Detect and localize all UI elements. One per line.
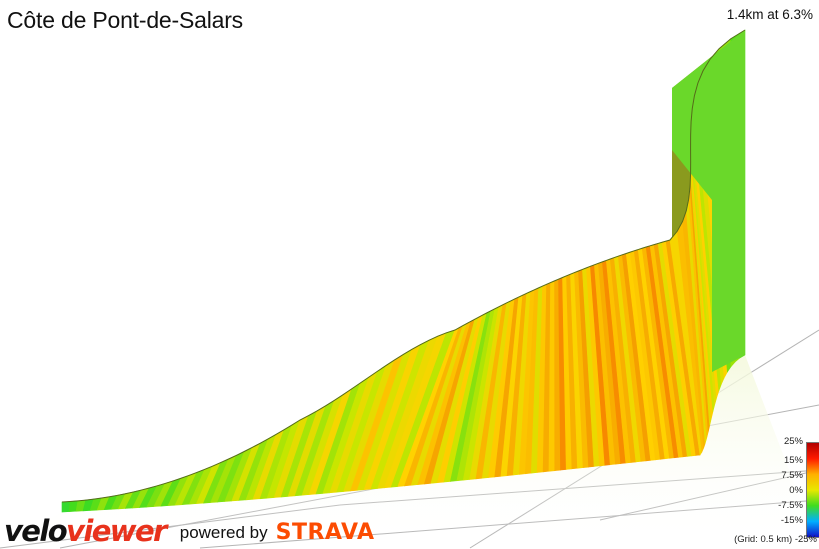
profile-segment <box>61 501 71 513</box>
profile-segment <box>672 30 745 372</box>
ground-shadow <box>0 355 819 548</box>
legend-label: -25% <box>794 534 817 545</box>
grid-spacing-label: (Grid: 0.5 km) <box>734 534 793 545</box>
segment-title: Côte de Pont-de-Salars <box>7 7 243 33</box>
profile-wall <box>61 29 746 513</box>
legend-label: 0% <box>789 485 803 496</box>
legend-label: 25% <box>783 436 803 447</box>
legend-label: 7.5% <box>781 470 803 481</box>
legend-label: -7.5% <box>778 500 803 511</box>
veloviewer-logo: veloviewer <box>4 514 167 548</box>
grid-note: (Grid: 0.5 km) -25% <box>734 534 817 545</box>
powered-by-label: powered by <box>179 523 268 542</box>
floor-fill <box>0 355 819 548</box>
gradient-color-scale <box>806 442 819 538</box>
profile-top-edge <box>61 29 746 503</box>
branding: veloviewer powered by STRAVA <box>4 516 375 546</box>
gradient-legend: 25% 15% 7.5% 0% -7.5% -15% <box>759 436 819 546</box>
strava-logo: STRAVA <box>275 520 375 545</box>
legend-label: 15% <box>783 455 803 466</box>
segment-summary: 1.4km at 6.3% <box>726 7 813 22</box>
legend-label: -15% <box>780 515 803 526</box>
